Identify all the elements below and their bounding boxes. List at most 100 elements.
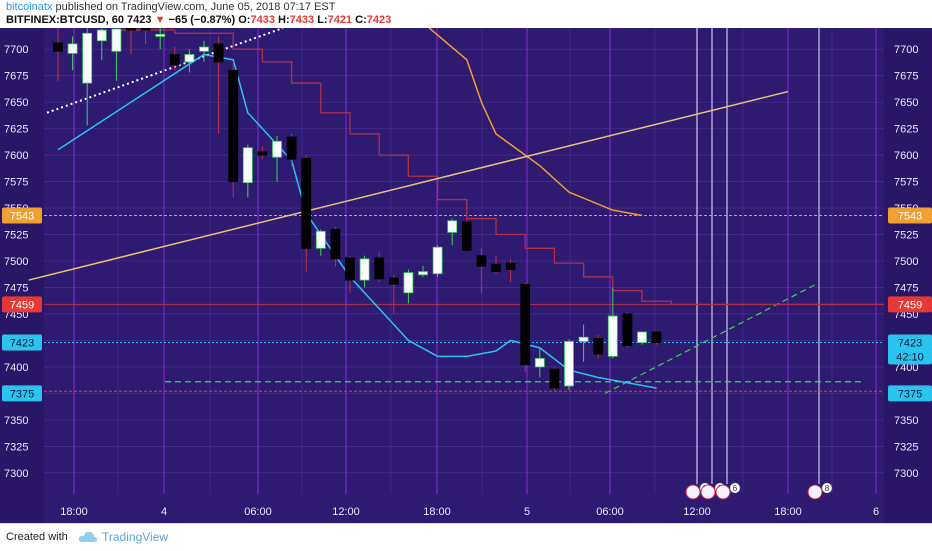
last-price: 7423 [127, 14, 152, 26]
price-label-box-right [888, 348, 932, 365]
author-link[interactable]: bitcoinatx [6, 1, 53, 13]
price-label-box-left [2, 385, 42, 402]
candle-up [637, 331, 647, 343]
x-tick-label: 18:00 [60, 506, 88, 518]
candle-up [578, 336, 589, 342]
candle-up [432, 246, 443, 275]
x-tick-label: 12:00 [683, 506, 711, 518]
us-flag-icon [715, 484, 731, 500]
price-label-box-right [888, 207, 932, 224]
price-label-left: 7543 [10, 210, 34, 222]
y-tick-label-left: 7575 [4, 177, 28, 189]
price-label-box-right [888, 385, 932, 402]
y-tick-label-right: 7525 [894, 230, 918, 242]
orange-moving-average [422, 22, 643, 217]
y-tick-label-left: 7625 [4, 124, 28, 136]
candle-down [53, 42, 63, 52]
y-tick-label-left: 7500 [4, 256, 28, 268]
candle-up [82, 32, 93, 84]
candle-up [199, 46, 209, 52]
y-tick-label-left: 7525 [4, 230, 28, 242]
y-tick-label-left: 7475 [4, 282, 28, 294]
candle-down [169, 54, 180, 66]
symbol-label: BITFINEX:BTCUSD, 60 [6, 14, 124, 26]
candle-down [491, 263, 501, 272]
close-label: C: [355, 14, 367, 26]
y-tick-label-left: 7400 [4, 362, 28, 374]
published-text: published on TradingView.com, June 05, 2… [55, 1, 336, 13]
candle-down [374, 257, 385, 280]
price-label-left: 7459 [10, 299, 34, 311]
low-value: 7421 [327, 14, 353, 26]
price-label-box-left [2, 334, 42, 351]
price-chart[interactable]: 7700 7700 7675 7675 7650 7650 7625 7625 7600 7600… [0, 19, 932, 523]
event-count-text: 6 [733, 484, 738, 493]
event-flag-icon[interactable]: 6 [715, 482, 741, 500]
y-tick-label-left: 7700 [4, 44, 28, 56]
tradingview-brand-link[interactable]: TradingView [102, 530, 169, 544]
created-with-text: Created with [6, 531, 68, 543]
price-label-box-right [888, 296, 932, 313]
x-tick-label: 6 [873, 506, 879, 518]
event-flag-icon[interactable]: 8 [807, 482, 833, 500]
high-label: H: [278, 14, 290, 26]
y-tick-label-left: 7650 [4, 97, 28, 109]
price-label-right: 7375 [898, 388, 922, 400]
symbol-info: BITFINEX:BTCUSD, 60 7423 ▼ −65 (−0.87%) … [6, 14, 391, 26]
y-tick-label-right: 7325 [894, 441, 918, 453]
y-tick-label-right: 7575 [894, 177, 918, 189]
candle-down [549, 368, 560, 389]
candle-down [330, 228, 341, 260]
candle-down [476, 255, 487, 267]
tradingview-logo-icon [78, 531, 98, 542]
candle-down [257, 151, 268, 156]
us-flag-icon [685, 484, 701, 500]
price-change: −65 (−0.87%) [168, 14, 236, 26]
candle-up [184, 54, 195, 63]
candle-up [534, 358, 545, 368]
close-value: 7423 [366, 14, 392, 26]
y-tick-label-right: 7625 [894, 124, 918, 136]
low-label: L: [317, 14, 328, 26]
y-tick-label-right: 7475 [894, 282, 918, 294]
x-tick-label: 06:00 [596, 506, 624, 518]
candle-up [447, 220, 458, 233]
candle-down [140, 25, 151, 31]
candle-up [67, 43, 78, 54]
candle-down [520, 283, 531, 366]
event-count-badge [821, 482, 833, 494]
price-label-box-left [2, 296, 42, 313]
candle-up [111, 28, 122, 52]
chart-header: bitcoinatx published on TradingView.com,… [0, 0, 932, 28]
x-tick-label: 18:00 [774, 506, 802, 518]
price-label-right: 7423 [898, 338, 922, 350]
red-step-line [116, 29, 884, 306]
candle-up [155, 33, 166, 37]
down-arrow-icon: ▼ [154, 14, 166, 26]
footer: Created with TradingView [0, 523, 932, 551]
x-tick-label: 4 [161, 506, 167, 518]
y-tick-label-left: 7350 [4, 415, 28, 427]
price-label-right: 7459 [898, 299, 922, 311]
left-axis-panel [0, 28, 44, 523]
y-tick-label-right: 7300 [894, 468, 918, 480]
y-tick-label-right: 7400 [894, 362, 918, 374]
price-label-left: 7375 [10, 388, 34, 400]
candle-down [126, 27, 136, 31]
candle-up [359, 258, 370, 281]
y-tick-label-right: 7350 [894, 415, 918, 427]
white-trend-line [46, 27, 284, 114]
candle-up [272, 140, 282, 158]
y-tick-label-left: 7325 [4, 441, 28, 453]
candle-down [593, 337, 604, 355]
chart-area[interactable]: 7700 7700 7675 7675 7650 7650 7625 7625 7600 7600… [0, 19, 932, 523]
price-label-right: 7543 [898, 210, 922, 222]
candle-up [607, 315, 618, 357]
price-label-box-right [888, 334, 932, 351]
candle-down [286, 136, 297, 160]
y-tick-label-left: 7600 [4, 150, 28, 162]
candle-down [505, 262, 516, 270]
candle-down [301, 157, 312, 249]
event-count-text: 8 [825, 484, 830, 493]
candle-down [345, 257, 355, 281]
